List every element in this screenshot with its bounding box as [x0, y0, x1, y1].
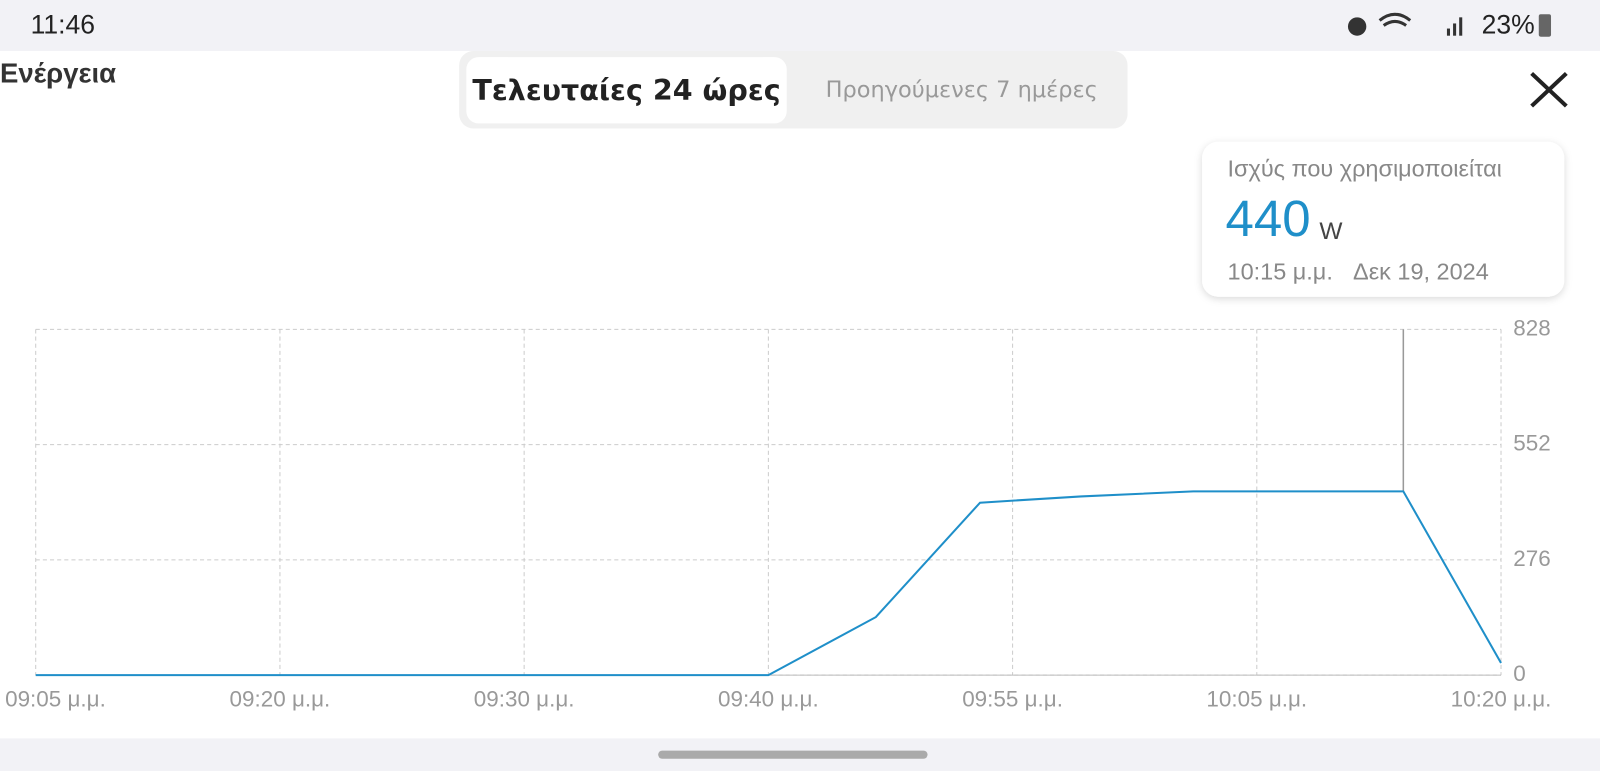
tooltip-time: 10:15 μ.μ. — [1228, 259, 1333, 285]
status-time: 11:46 — [31, 10, 95, 40]
status-icons — [1347, 12, 1463, 36]
tooltip-label: Ισχύς που χρησιμοποιείται — [1228, 156, 1502, 182]
tab-label[interactable]: Προηγούμενες 7 ημέρες — [825, 76, 1098, 103]
x-tick-label: 10:20 μ.μ. — [1451, 687, 1552, 712]
tab-inactive[interactable]: Προηγούμενες 7 ημέρες — [816, 57, 1107, 123]
y-tick-label: 828 — [1513, 315, 1550, 340]
tooltip-value: 440 — [1226, 190, 1311, 247]
y-tick-label: 276 — [1513, 546, 1550, 571]
x-tick-label: 09:30 μ.μ. — [474, 687, 575, 712]
tooltip-unit: W — [1319, 218, 1343, 245]
data-line — [35, 490, 1502, 677]
tooltip-date: Δεκ 19, 2024 — [1353, 259, 1489, 285]
battery: 23% — [1482, 10, 1535, 40]
battery-icon — [1538, 14, 1552, 37]
tab-active-bg — [466, 57, 787, 124]
y-tick-label: 552 — [1513, 431, 1550, 456]
tooltip-card — [1202, 141, 1565, 297]
tab-active[interactable]: Τελευταίες 24 ώρες — [466, 57, 786, 123]
x-tick-label: 09:55 μ.μ. — [962, 687, 1063, 712]
page-title: Ενέργεια — [0, 58, 116, 89]
y-tick-label: 0 — [1513, 661, 1525, 686]
x-tick-label: 10:05 μ.μ. — [1206, 687, 1307, 712]
close-button[interactable] — [1530, 71, 1568, 108]
home-indicator[interactable] — [658, 750, 928, 759]
tab-label[interactable]: Τελευταίες 24 ώρες — [472, 73, 781, 108]
x-tick-label: 09:20 μ.μ. — [230, 687, 331, 712]
x-tick-label: 09:40 μ.μ. — [718, 687, 819, 712]
x-tick-label: 09:05 μ.μ. — [5, 687, 106, 712]
status-bar — [0, 0, 1600, 51]
